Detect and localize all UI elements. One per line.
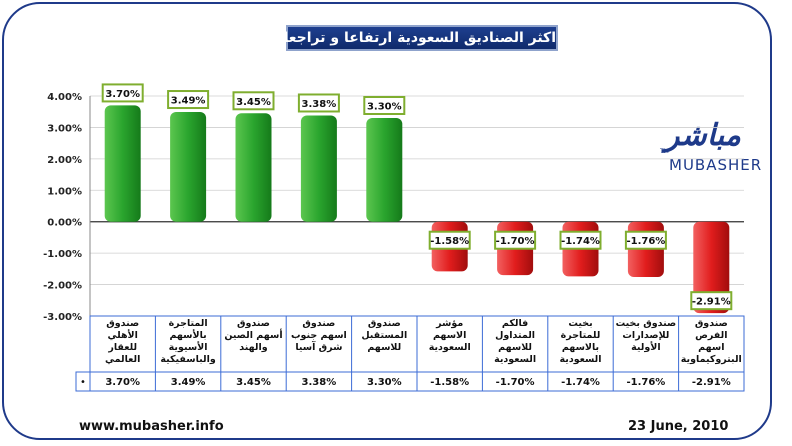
table-value: -1.74%: [561, 377, 600, 388]
data-label-box: [428, 230, 471, 250]
x-category-label: صندوق أسهم الصين والهند: [224, 318, 283, 353]
x-category-label: صندوق اسهم جنوب شرق آسيا: [290, 318, 347, 353]
footer-date: 23 June, 2010: [628, 419, 729, 434]
x-category-label: صندوق بخيت للإصدارات الأولية: [615, 318, 677, 353]
data-label: -2.91%: [692, 297, 731, 308]
data-label-box: [624, 230, 667, 250]
data-label: 3.30%: [367, 102, 402, 113]
category-label-box: صندوق الأهلي للعقار العالمي: [105, 318, 141, 365]
category-label-box: المتاجرة بالأسهم الأسيوية والباسفيكية: [160, 318, 216, 365]
category-label-box: بخيت للمتاجرة بالاسهم السعودية: [559, 318, 602, 365]
table-value: -2.91%: [692, 377, 731, 388]
y-tick-label: -1.00%: [43, 249, 82, 260]
data-label: -1.58%: [430, 236, 469, 247]
table-value: 3.49%: [171, 377, 206, 388]
data-label-box: [232, 91, 275, 111]
table-value: 3.70%: [105, 377, 140, 388]
data-label: -1.74%: [561, 236, 600, 247]
data-label: -1.70%: [496, 236, 535, 247]
y-tick-label: 1.00%: [47, 186, 82, 197]
mubasher-logo-arabic: مباشر: [665, 118, 741, 153]
table-value: 3.30%: [367, 377, 402, 388]
y-tick-label: 3.00%: [47, 123, 82, 134]
x-category-label: بخيت للمتاجرة بالاسهم السعودية: [559, 318, 602, 365]
table-value: -1.76%: [626, 377, 665, 388]
table-value: -1.70%: [496, 377, 535, 388]
chart-title: اكثر الصناديق السعودية ارتفاعا و تراجعا: [283, 25, 558, 51]
data-label: 3.45%: [236, 97, 271, 108]
x-category-label: فالكم المتداول للاسهم السعودية: [494, 318, 537, 365]
footer-website[interactable]: www.mubasher.info: [79, 419, 224, 434]
category-label-box: مؤشر الاسهم السعودية: [428, 318, 471, 353]
category-label-box: صندوق الفرص اسهم البتروكيماوية: [680, 318, 742, 365]
category-label-box: صندوق المستقبل للاسهم: [361, 318, 408, 353]
table-marker: •: [80, 377, 86, 388]
y-tick-label: -2.00%: [43, 281, 82, 292]
bar: [235, 113, 272, 222]
bar: [170, 112, 207, 222]
data-label-box: [559, 230, 602, 250]
table-value: 3.45%: [236, 377, 271, 388]
category-label-box: فالكم المتداول للاسهم السعودية: [494, 318, 537, 365]
x-category-label: صندوق المستقبل للاسهم: [361, 318, 408, 353]
data-label-box: [690, 291, 733, 311]
x-category-label: المتاجرة بالأسهم الأسيوية والباسفيكية: [160, 318, 216, 365]
y-tick-label: 0.00%: [47, 218, 82, 229]
bar: [693, 221, 730, 314]
data-label-box: [101, 83, 144, 103]
data-label: 3.70%: [105, 89, 140, 100]
table-value: 3.38%: [302, 377, 337, 388]
data-label-box: [167, 90, 210, 110]
data-label-box: [363, 96, 406, 115]
x-category-label: مؤشر الاسهم السعودية: [428, 318, 471, 353]
bar: [366, 118, 403, 222]
bar: [300, 115, 337, 222]
data-label-box: [297, 93, 340, 113]
data-label: 3.38%: [302, 99, 337, 110]
data-label-box: [494, 230, 537, 250]
y-tick-label: -3.00%: [43, 312, 82, 323]
x-category-label: صندوق الأهلي للعقار العالمي: [105, 318, 141, 365]
y-tick-label: 2.00%: [47, 155, 82, 166]
table-marker-cell: [75, 371, 91, 392]
category-label-box: صندوق اسهم جنوب شرق آسيا: [290, 318, 347, 353]
y-tick-label: 4.00%: [47, 92, 82, 103]
category-label-box: صندوق أسهم الصين والهند: [224, 318, 283, 353]
data-label: 3.49%: [171, 96, 206, 107]
bar: [104, 105, 141, 222]
x-category-label: صندوق الفرص اسهم البتروكيماوية: [680, 318, 742, 365]
mubasher-logo-english: MUBASHER: [669, 156, 763, 174]
category-label-box: صندوق بخيت للإصدارات الأولية: [615, 318, 677, 353]
logo-trademark: TM: [660, 148, 669, 155]
table-value: -1.58%: [430, 377, 469, 388]
data-label: -1.76%: [626, 236, 665, 247]
